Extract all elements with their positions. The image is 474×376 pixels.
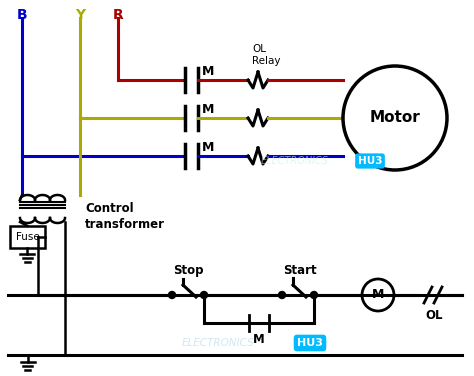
Circle shape xyxy=(310,291,318,299)
Text: Stop: Stop xyxy=(173,264,203,277)
Text: Fuse: Fuse xyxy=(16,232,39,242)
Text: ELECTRONICS: ELECTRONICS xyxy=(182,338,255,348)
Text: M: M xyxy=(202,65,214,78)
Text: Start: Start xyxy=(283,264,317,277)
Text: ELECTRONICS: ELECTRONICS xyxy=(261,156,329,166)
Text: OL
Relay: OL Relay xyxy=(252,44,281,66)
Text: HU3: HU3 xyxy=(297,338,323,348)
Text: OL: OL xyxy=(425,309,443,322)
Circle shape xyxy=(168,291,175,299)
Text: Motor: Motor xyxy=(370,111,420,126)
Text: M: M xyxy=(372,288,384,302)
Text: M: M xyxy=(202,141,214,154)
Circle shape xyxy=(201,291,208,299)
Text: R: R xyxy=(113,8,123,22)
Text: HU3: HU3 xyxy=(358,156,382,166)
Circle shape xyxy=(279,291,285,299)
Text: Control
transformer: Control transformer xyxy=(85,202,165,231)
Circle shape xyxy=(343,66,447,170)
Text: Y: Y xyxy=(75,8,85,22)
Text: M: M xyxy=(202,103,214,116)
Bar xyxy=(10,226,45,248)
Text: B: B xyxy=(17,8,27,22)
Text: M: M xyxy=(253,333,265,346)
